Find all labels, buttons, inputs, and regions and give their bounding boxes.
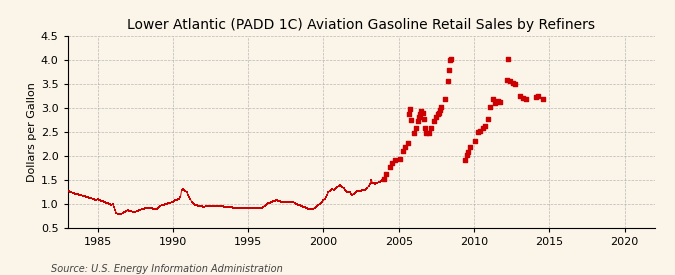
Point [395, 157, 406, 162]
Point [505, 79, 516, 84]
Point [490, 101, 501, 105]
Point [412, 119, 423, 123]
Point [432, 111, 443, 116]
Point [443, 68, 454, 73]
Point [495, 100, 506, 104]
Point [389, 158, 400, 162]
Point [483, 116, 493, 121]
Point [423, 131, 434, 135]
Point [402, 140, 413, 145]
Title: Lower Atlantic (PADD 1C) Aviation Gasoline Retail Sales by Refiners: Lower Atlantic (PADD 1C) Aviation Gasoli… [127, 18, 595, 32]
Y-axis label: Dollars per Gallon: Dollars per Gallon [26, 82, 36, 182]
Point [446, 57, 457, 61]
Point [487, 97, 498, 101]
Point [414, 114, 425, 119]
Point [381, 172, 392, 177]
Point [414, 111, 425, 116]
Point [408, 131, 419, 135]
Point [502, 78, 512, 82]
Point [493, 98, 504, 103]
Point [461, 153, 472, 157]
Point [417, 111, 428, 115]
Point [520, 97, 531, 101]
Point [445, 58, 456, 62]
Point [470, 138, 481, 143]
Point [538, 97, 549, 101]
Point [429, 119, 439, 123]
Point [421, 131, 432, 135]
Point [400, 145, 410, 150]
Point [426, 126, 437, 130]
Point [510, 82, 521, 86]
Point [431, 114, 442, 119]
Text: Source: U.S. Energy Information Administration: Source: U.S. Energy Information Administ… [51, 264, 282, 274]
Point [442, 79, 453, 84]
Point [515, 94, 526, 98]
Point [440, 97, 451, 101]
Point [508, 81, 518, 85]
Point [462, 150, 473, 154]
Point [385, 164, 396, 169]
Point [378, 177, 389, 181]
Point [404, 111, 414, 116]
Point [416, 109, 427, 114]
Point [477, 126, 488, 130]
Point [518, 96, 529, 101]
Point [485, 105, 495, 109]
Point [533, 94, 543, 98]
Point [433, 111, 444, 115]
Point [475, 129, 486, 133]
Point [387, 161, 398, 166]
Point [472, 130, 483, 134]
Point [480, 124, 491, 128]
Point [397, 149, 408, 153]
Point [418, 116, 429, 121]
Point [420, 126, 431, 130]
Point [460, 158, 470, 162]
Point [406, 118, 416, 122]
Point [435, 108, 446, 112]
Point [436, 105, 447, 109]
Point [465, 145, 476, 150]
Point [502, 57, 513, 61]
Point [530, 95, 541, 100]
Point [404, 107, 415, 111]
Point [411, 126, 422, 130]
